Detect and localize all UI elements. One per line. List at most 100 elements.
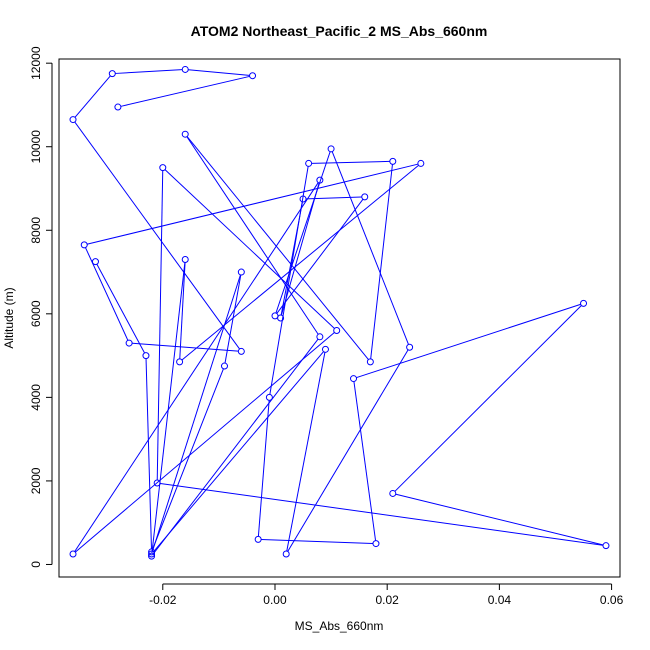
series-segment: [280, 183, 320, 316]
data-point: [69, 550, 77, 558]
y-tick-label: 12000: [29, 46, 43, 80]
plot-frame: [58, 58, 621, 578]
data-point: [316, 333, 324, 341]
data-point: [142, 352, 150, 360]
data-point: [181, 130, 189, 138]
y-tick-label: 4000: [29, 384, 43, 411]
series-segment: [75, 332, 335, 553]
data-point: [176, 358, 184, 366]
data-point: [148, 552, 156, 560]
data-point: [181, 256, 189, 264]
series-segment: [395, 493, 603, 546]
series-segment: [74, 182, 319, 552]
series-segment: [370, 164, 393, 359]
y-tick-label: 6000: [29, 300, 43, 327]
data-point: [333, 327, 341, 335]
data-point: [389, 157, 397, 165]
data-point: [282, 550, 290, 558]
series-segment: [275, 151, 331, 314]
data-point: [114, 103, 122, 111]
data-point: [321, 345, 329, 353]
y-tick-label: 8000: [29, 217, 43, 244]
x-axis: -0.02 0.00 0.02 0.04 0.06: [149, 583, 624, 607]
series-segment: [74, 121, 240, 350]
x-tick-label: 0.02: [376, 593, 400, 607]
series-segment: [186, 136, 319, 335]
data-point: [350, 375, 358, 383]
series-segment: [224, 275, 242, 363]
series-points: [69, 65, 610, 560]
series-segment: [353, 381, 377, 541]
y-tick-label: 10000: [29, 130, 43, 164]
y-axis-label: Altitude (m): [2, 287, 16, 348]
series-segment: [74, 75, 111, 118]
data-point: [108, 70, 116, 78]
series-segment: [306, 196, 362, 200]
data-point: [265, 393, 273, 401]
series-segment: [164, 169, 335, 329]
series-segment: [120, 75, 250, 107]
series-segment: [132, 342, 239, 352]
data-point: [125, 339, 133, 347]
x-axis-label: MS_Abs_660nm: [295, 619, 384, 633]
data-point: [602, 542, 610, 550]
series-segment: [276, 199, 364, 314]
series-segment: [257, 400, 270, 537]
series-segment: [152, 274, 241, 552]
series-segment: [261, 539, 373, 544]
x-tick-label: -0.02: [149, 593, 177, 607]
data-point: [366, 358, 374, 366]
data-point: [417, 159, 425, 167]
data-point: [91, 258, 99, 266]
series-segment: [153, 339, 319, 554]
data-point: [148, 550, 156, 558]
data-point: [254, 535, 262, 543]
series-segment: [156, 170, 164, 480]
series-segment: [153, 351, 324, 552]
x-tick-label: 0.04: [488, 593, 512, 607]
series-segment: [179, 262, 186, 359]
data-point: [406, 343, 414, 351]
data-point: [361, 193, 369, 201]
series-segment: [160, 482, 603, 546]
data-point: [159, 164, 167, 172]
data-point: [181, 65, 189, 73]
data-point: [372, 540, 380, 548]
series-segment: [356, 303, 581, 379]
data-point: [249, 72, 257, 80]
data-point: [148, 548, 156, 556]
data-point: [316, 176, 324, 184]
x-tick-label: 0.00: [263, 593, 287, 607]
series-segment: [331, 151, 409, 345]
data-point: [220, 362, 228, 370]
series-segment: [186, 136, 369, 360]
series-segment: [286, 352, 326, 551]
series-segment: [287, 349, 409, 552]
data-point: [271, 312, 279, 320]
data-point: [299, 195, 307, 203]
x-tick-label: 0.06: [600, 593, 624, 607]
chart-title: ATOM2 Northeast_Pacific_2 MS_Abs_660nm: [191, 23, 488, 39]
data-point: [237, 347, 245, 355]
data-point: [153, 479, 161, 487]
data-point: [389, 489, 397, 497]
data-point: [327, 145, 335, 153]
y-tick-label: 0: [29, 561, 43, 568]
series-segment: [145, 358, 152, 549]
series-segment: [87, 163, 418, 245]
series-segment: [151, 262, 186, 553]
series-segment: [394, 305, 582, 492]
series-segment: [85, 247, 129, 341]
series-lines: [74, 69, 603, 554]
series-segment: [152, 368, 224, 550]
data-point: [237, 268, 245, 276]
data-point: [305, 159, 313, 167]
series-segment: [115, 69, 183, 74]
series-segment: [311, 160, 390, 164]
data-point: [80, 241, 88, 249]
series-segment: [96, 264, 145, 354]
y-tick-label: 2000: [29, 467, 43, 494]
series-segment: [280, 201, 303, 315]
series-segment: [188, 69, 250, 76]
